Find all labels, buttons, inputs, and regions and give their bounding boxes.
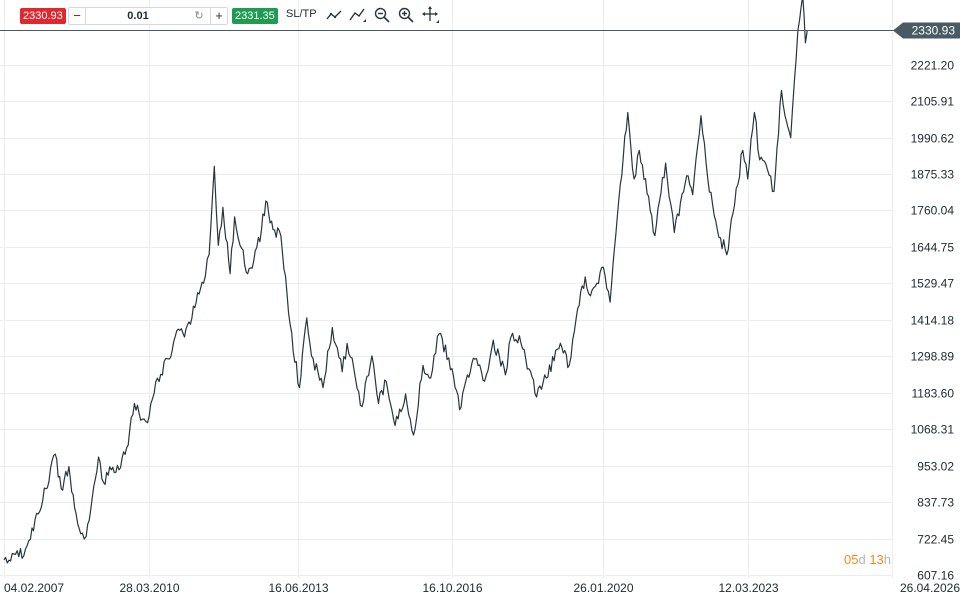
y-tick-label: 1183.60 bbox=[912, 387, 955, 401]
timer-hours: 13 bbox=[869, 552, 884, 567]
zoom-in-icon[interactable] bbox=[397, 6, 415, 24]
y-tick-label: 1414.18 bbox=[911, 314, 955, 328]
y-tick-label: 1760.04 bbox=[911, 204, 955, 218]
line-chart-icon[interactable] bbox=[325, 6, 343, 24]
y-tick-label: 1298.89 bbox=[911, 350, 955, 364]
quantity-stepper[interactable]: − ↻ + bbox=[68, 7, 228, 25]
y-tick-label: 607.16 bbox=[917, 569, 954, 583]
y-tick-label: 1529.47 bbox=[911, 277, 955, 291]
trend-line-icon[interactable] bbox=[349, 6, 367, 24]
zoom-out-icon[interactable] bbox=[373, 6, 391, 24]
x-tick-label: 04.02.2007 bbox=[4, 581, 64, 595]
y-tick-label: 2221.20 bbox=[911, 59, 955, 73]
price-line bbox=[3, 0, 808, 564]
y-tick-label: 1068.31 bbox=[911, 423, 955, 437]
x-tick-label: 16.10.2016 bbox=[422, 581, 482, 595]
trading-toolbar: 2330.93 − ↻ + 2331.35 SL/TP bbox=[0, 0, 460, 30]
last-price-badge: 2330.93 bbox=[893, 22, 960, 39]
sl-tp-button[interactable]: SL/TP bbox=[286, 8, 317, 20]
quantity-input[interactable] bbox=[89, 8, 187, 24]
y-tick-label: 837.73 bbox=[917, 496, 954, 510]
x-tick-label: 28.03.2010 bbox=[119, 581, 179, 595]
x-tick-label: 26.04.2026 bbox=[900, 581, 960, 595]
x-tick-label: 26.01.2020 bbox=[573, 581, 633, 595]
decrease-quantity-button[interactable]: − bbox=[69, 8, 86, 24]
y-tick-label: 1990.62 bbox=[911, 132, 955, 146]
buy-price-badge[interactable]: 2331.35 bbox=[232, 8, 278, 24]
y-tick-label: 1644.75 bbox=[911, 241, 955, 255]
crosshair-move-icon[interactable] bbox=[421, 6, 439, 24]
y-tick-label: 953.02 bbox=[917, 460, 954, 474]
timer-days-unit: d bbox=[858, 552, 866, 567]
increase-quantity-button[interactable]: + bbox=[210, 8, 227, 24]
y-tick-label: 722.45 bbox=[917, 533, 954, 547]
swap-icon[interactable]: ↻ bbox=[194, 10, 204, 22]
sell-price-badge[interactable]: 2330.93 bbox=[20, 8, 66, 24]
candle-countdown-timer: 05d 13h bbox=[844, 552, 891, 567]
last-price-value: 2330.93 bbox=[912, 24, 956, 38]
timer-days: 05 bbox=[844, 552, 859, 567]
timer-hours-unit: h bbox=[883, 552, 892, 567]
x-tick-label: 16.06.2013 bbox=[268, 581, 328, 595]
y-tick-label: 2105.91 bbox=[911, 95, 955, 109]
y-tick-label: 1875.33 bbox=[911, 168, 955, 182]
x-tick-label: 12.03.2023 bbox=[718, 581, 778, 595]
